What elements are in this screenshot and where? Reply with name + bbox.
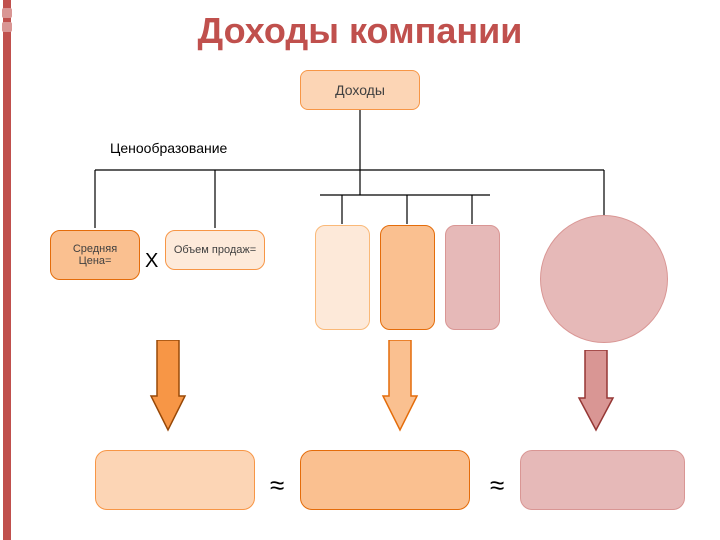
node-mid-2 xyxy=(380,225,435,330)
arrow-down-3 xyxy=(577,350,615,432)
arrow-down-1 xyxy=(149,340,187,432)
node-label: Средняя Цена= xyxy=(55,243,135,267)
operator-multiply: X xyxy=(145,250,158,273)
node-sales-volume: Объем продаж= xyxy=(165,230,265,270)
operator-approx-1: ≈ xyxy=(270,470,284,501)
page-title: Доходы компании xyxy=(0,10,720,52)
node-bottom-3 xyxy=(520,450,685,510)
node-revenue: Доходы xyxy=(300,70,420,110)
node-bottom-2 xyxy=(300,450,470,510)
node-label: Объем продаж= xyxy=(174,244,256,256)
accent-bar xyxy=(3,0,11,540)
node-circle xyxy=(540,215,668,343)
node-mid-3 xyxy=(445,225,500,330)
label-pricing: Ценообразование xyxy=(110,140,227,156)
node-avg-price: Средняя Цена= xyxy=(50,230,140,280)
operator-approx-2: ≈ xyxy=(490,470,504,501)
node-bottom-1 xyxy=(95,450,255,510)
left-accent-strip xyxy=(0,0,14,540)
node-label: Доходы xyxy=(335,82,385,98)
node-mid-1 xyxy=(315,225,370,330)
arrow-down-2 xyxy=(381,340,419,432)
